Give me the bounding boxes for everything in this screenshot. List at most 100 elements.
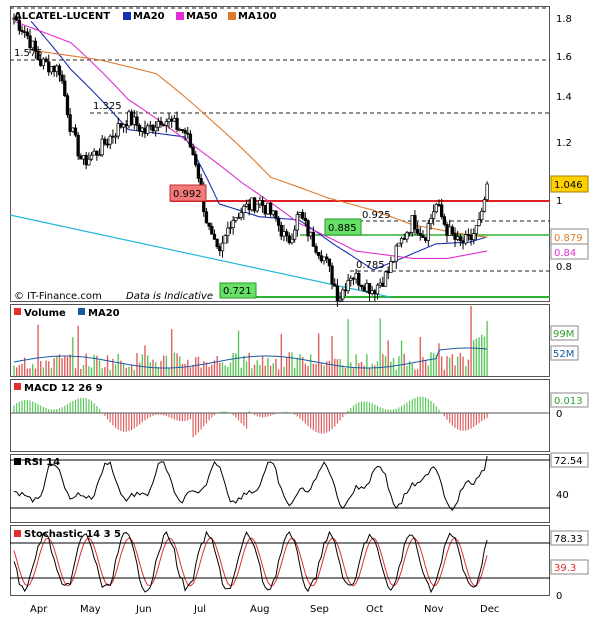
y-tick-1-6: 1.6 <box>556 52 572 63</box>
candle-body <box>271 210 275 215</box>
candle-body <box>413 215 417 230</box>
macd-histogram <box>13 396 488 438</box>
macd-bar <box>414 397 416 413</box>
volume-ma20-swatch <box>78 308 85 315</box>
level-lines <box>10 7 550 272</box>
macd-bar <box>384 409 387 413</box>
candle-body <box>394 245 398 262</box>
macd-bar <box>50 409 53 413</box>
macd-bar <box>253 413 256 416</box>
candle-body <box>244 203 249 207</box>
candle-body <box>159 121 163 126</box>
candlesticks <box>12 12 489 307</box>
macd-bar <box>195 413 197 436</box>
macd-bar <box>224 411 226 413</box>
volume-bar <box>275 358 277 376</box>
stoch-panel-frame <box>10 525 550 596</box>
candle-body <box>354 273 358 280</box>
candle-body <box>105 143 110 146</box>
macd-bar <box>165 413 167 417</box>
volume-bar <box>339 359 341 376</box>
volume-bar <box>291 352 293 376</box>
macd-bar <box>358 402 360 413</box>
volume-bar <box>221 362 224 376</box>
macd-bar <box>189 413 192 420</box>
candle-body <box>100 138 104 156</box>
macd-bar <box>371 403 373 413</box>
macd-bar <box>104 413 106 416</box>
candle-body <box>242 206 246 213</box>
candle-body <box>55 65 59 72</box>
macd-bar <box>459 413 461 431</box>
volume-bar <box>122 363 125 376</box>
volume-bar <box>26 368 29 376</box>
volume-bar <box>37 324 39 376</box>
volume-bar <box>392 358 395 376</box>
candle-body <box>20 30 24 33</box>
volume-legend: Volume <box>24 308 66 319</box>
macd-bar <box>13 405 15 413</box>
candle-body <box>434 204 438 213</box>
x-axis: Apr May Jun Jul Aug Sep Oct Nov Dec <box>30 604 499 615</box>
macd-bar <box>475 413 478 426</box>
candle-body <box>429 218 433 225</box>
macd-bar <box>326 413 328 433</box>
macd-bar <box>179 413 181 422</box>
rsi-line <box>13 455 488 512</box>
volume-bar <box>267 357 269 376</box>
volume-bar <box>360 361 363 376</box>
stoch-legend-swatch <box>14 530 21 537</box>
x-tick-aug: Aug <box>250 604 270 615</box>
annotation-0785: 0.785 <box>356 260 385 271</box>
macd-bar <box>96 405 98 413</box>
candle-body <box>453 233 457 240</box>
y-tick-1-8: 1.8 <box>556 14 572 25</box>
volume-bar <box>451 354 454 376</box>
macd-bar <box>347 410 349 413</box>
candle-body <box>28 35 32 49</box>
candle-body <box>426 223 430 241</box>
candle-body <box>279 224 283 237</box>
candle-body <box>226 227 230 236</box>
box-0721 <box>219 282 257 299</box>
candle-body <box>108 135 112 145</box>
macd-bar <box>454 413 456 428</box>
rsi-panel-frame <box>10 454 550 523</box>
macd-bar <box>328 413 330 432</box>
candle-body <box>252 197 257 212</box>
candle-body <box>485 183 489 200</box>
volume-bar <box>154 362 157 376</box>
macd-bar <box>256 413 258 417</box>
macd-bar <box>467 413 469 430</box>
candle-body <box>223 235 227 244</box>
volume-bar <box>475 338 478 376</box>
macd-bar <box>213 413 216 416</box>
candle-body <box>49 66 54 73</box>
macd-bar <box>18 401 20 413</box>
candle-body <box>79 155 83 160</box>
volume-bar <box>374 365 376 376</box>
volume-bar <box>197 356 200 376</box>
volume-bar <box>440 356 443 376</box>
volume-bar <box>304 363 307 376</box>
macd-bar <box>125 413 127 432</box>
candle-body <box>137 125 142 132</box>
candle-body <box>381 282 385 287</box>
candle-body <box>295 214 299 231</box>
candle-body <box>124 124 128 127</box>
candle-body <box>143 127 147 134</box>
series-line-ma50 <box>13 20 488 259</box>
volume-bar <box>179 356 181 376</box>
volume-bar <box>101 368 103 376</box>
stoch-d-box <box>550 559 589 575</box>
macd-bar <box>398 407 400 413</box>
x-tick-may: May <box>80 604 101 615</box>
macd-bar <box>387 409 389 413</box>
candle-body <box>111 135 115 138</box>
candle-body <box>236 217 241 219</box>
macd-bar <box>430 400 432 413</box>
macd-bar <box>163 413 165 416</box>
candle-body <box>68 114 72 132</box>
volume-ma-label: 52M <box>553 349 574 360</box>
candle-body <box>170 118 174 122</box>
